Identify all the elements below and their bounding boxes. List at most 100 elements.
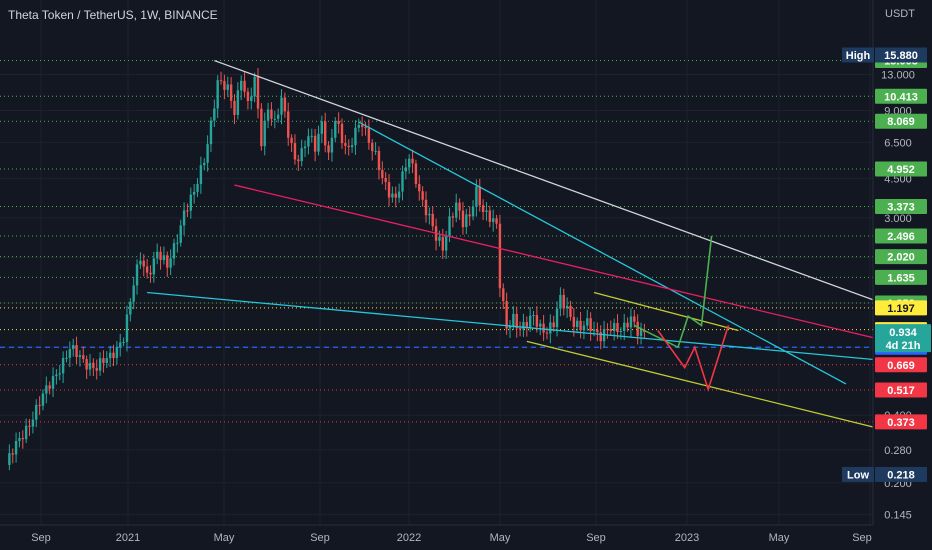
candle	[105, 351, 108, 369]
candle-body	[569, 305, 572, 317]
candle-body	[256, 76, 260, 109]
candle-body	[176, 242, 179, 244]
candle	[206, 135, 209, 172]
candle	[21, 430, 24, 449]
candle-body	[51, 376, 55, 389]
candle-body	[8, 453, 11, 466]
time-tick-5: May	[490, 532, 511, 544]
candle-body	[448, 216, 451, 237]
candle	[196, 178, 199, 198]
candle	[495, 214, 498, 229]
candle-body	[384, 177, 387, 182]
candle-body	[303, 146, 307, 149]
candle-body	[263, 120, 266, 147]
candle	[149, 265, 152, 283]
candle-body	[48, 385, 51, 389]
candle	[250, 87, 253, 110]
candle	[582, 320, 586, 340]
candle	[619, 327, 623, 340]
candle	[431, 206, 434, 231]
candle-body	[626, 322, 629, 328]
resistance-tag-2: 0.373	[887, 417, 915, 429]
price-tick-11: 0.145	[884, 509, 912, 521]
candle	[156, 243, 159, 265]
candle	[179, 219, 182, 247]
trendline-pink	[234, 184, 914, 348]
candle-body	[88, 362, 92, 370]
support-tag-5: 2.496	[887, 231, 915, 243]
time-tick-9: Sep	[852, 532, 872, 544]
candle-body	[629, 316, 633, 328]
price-axis: USDT13.0009.0006.5004.5003.0002.0001.258…	[842, 0, 932, 550]
candle-body	[387, 181, 391, 198]
candle	[300, 139, 303, 167]
candle-body	[542, 323, 545, 333]
candle-body	[199, 165, 203, 185]
candle	[287, 102, 290, 146]
candle-body	[108, 352, 112, 359]
support-tag-2-bg	[875, 113, 927, 129]
candle-body	[431, 213, 434, 227]
candle-body	[102, 358, 105, 363]
candle	[320, 115, 324, 144]
candle-body	[95, 368, 98, 371]
support-tag-3-bg	[875, 161, 927, 177]
candle	[166, 251, 169, 277]
candle	[421, 186, 424, 207]
candle	[481, 199, 485, 220]
chart-title: Theta Token / TetherUS, 1W, BINANCE	[8, 8, 218, 22]
candle	[186, 203, 189, 217]
candle	[629, 308, 633, 338]
candle-body	[455, 202, 458, 218]
candle	[38, 396, 41, 415]
trendline-yellow	[593, 291, 739, 332]
candle-body	[78, 355, 82, 358]
candle-body	[354, 127, 357, 146]
low-value: 0.218	[887, 469, 915, 481]
candle	[48, 381, 51, 395]
candle	[337, 112, 340, 134]
candle	[260, 103, 263, 151]
yellow-tag-0: 1.197	[887, 303, 915, 315]
candle-body	[55, 374, 58, 377]
candle	[270, 102, 273, 126]
candle-body	[135, 264, 139, 286]
candle	[273, 111, 276, 129]
candle	[418, 175, 421, 201]
candle-body	[219, 80, 223, 82]
candle	[367, 119, 371, 150]
candle-body	[68, 349, 72, 358]
candle-body	[75, 345, 78, 358]
candle-body	[209, 120, 213, 145]
candle-body	[233, 100, 236, 115]
candle-body	[337, 121, 340, 124]
candle-body	[35, 404, 38, 420]
candle	[498, 214, 502, 298]
candle-body	[394, 193, 397, 198]
candle-body	[182, 210, 186, 226]
candle-body	[468, 214, 471, 217]
candle	[485, 202, 488, 221]
candle	[203, 158, 206, 171]
candle	[428, 207, 431, 225]
candle-body	[599, 332, 602, 342]
candle	[172, 238, 176, 266]
candle-body	[105, 358, 108, 363]
candle	[465, 208, 468, 235]
candle-body	[280, 97, 283, 115]
candle-body	[72, 345, 75, 350]
candle-body	[418, 184, 421, 192]
candle	[85, 355, 88, 380]
support-tag-1-bg	[875, 88, 927, 104]
candle-body	[324, 121, 327, 146]
candle-body	[327, 145, 330, 153]
candle-body	[485, 210, 488, 212]
candle	[236, 82, 240, 120]
candle-body	[518, 328, 522, 330]
candle-body	[633, 316, 636, 322]
candle	[408, 154, 411, 174]
candle	[253, 72, 256, 103]
candle-body	[28, 425, 31, 427]
